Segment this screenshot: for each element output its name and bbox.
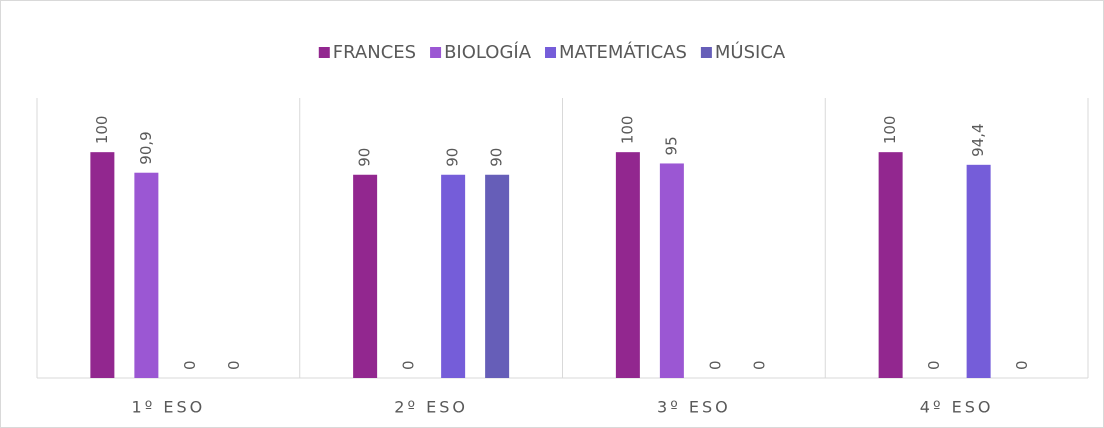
legend-swatch: [318, 47, 330, 58]
data-label: 0: [1013, 360, 1031, 370]
legend-label: FRANCES: [333, 42, 416, 63]
bar: [90, 152, 115, 378]
data-label: 94,4: [969, 123, 987, 156]
data-label: 0: [750, 360, 768, 370]
bar: [878, 152, 903, 378]
x-tick-label: 3º ESO: [657, 398, 731, 417]
legend-label: MATEMÁTICAS: [559, 41, 687, 63]
data-label: 90,9: [137, 131, 155, 164]
bar: [134, 172, 159, 378]
data-label: 100: [881, 116, 899, 145]
data-label: 95: [662, 136, 680, 155]
bar: [615, 152, 640, 378]
bar: [441, 174, 466, 378]
data-label: 0: [400, 360, 418, 370]
x-tick-label: 4º ESO: [920, 398, 994, 417]
data-label: 90: [444, 148, 462, 167]
bar: [966, 164, 991, 378]
bar: [659, 163, 684, 378]
data-label: 90: [488, 148, 506, 167]
data-label: 0: [181, 360, 199, 370]
legend-label: MÚSICA: [715, 41, 786, 63]
data-label: 0: [925, 360, 943, 370]
x-tick-label: 2º ESO: [394, 398, 468, 417]
data-label: 100: [618, 116, 636, 145]
data-label: 100: [93, 116, 111, 145]
legend-label: BIOLOGÍA: [444, 41, 532, 63]
legend-swatch: [700, 47, 712, 58]
data-label: 0: [225, 360, 243, 370]
x-tick-label: 1º ESO: [132, 398, 206, 417]
data-label: 90: [356, 148, 374, 167]
legend-swatch: [430, 47, 442, 58]
bar: [353, 174, 378, 378]
data-label: 0: [706, 360, 724, 370]
legend-swatch: [545, 47, 557, 58]
bar: [485, 174, 510, 378]
